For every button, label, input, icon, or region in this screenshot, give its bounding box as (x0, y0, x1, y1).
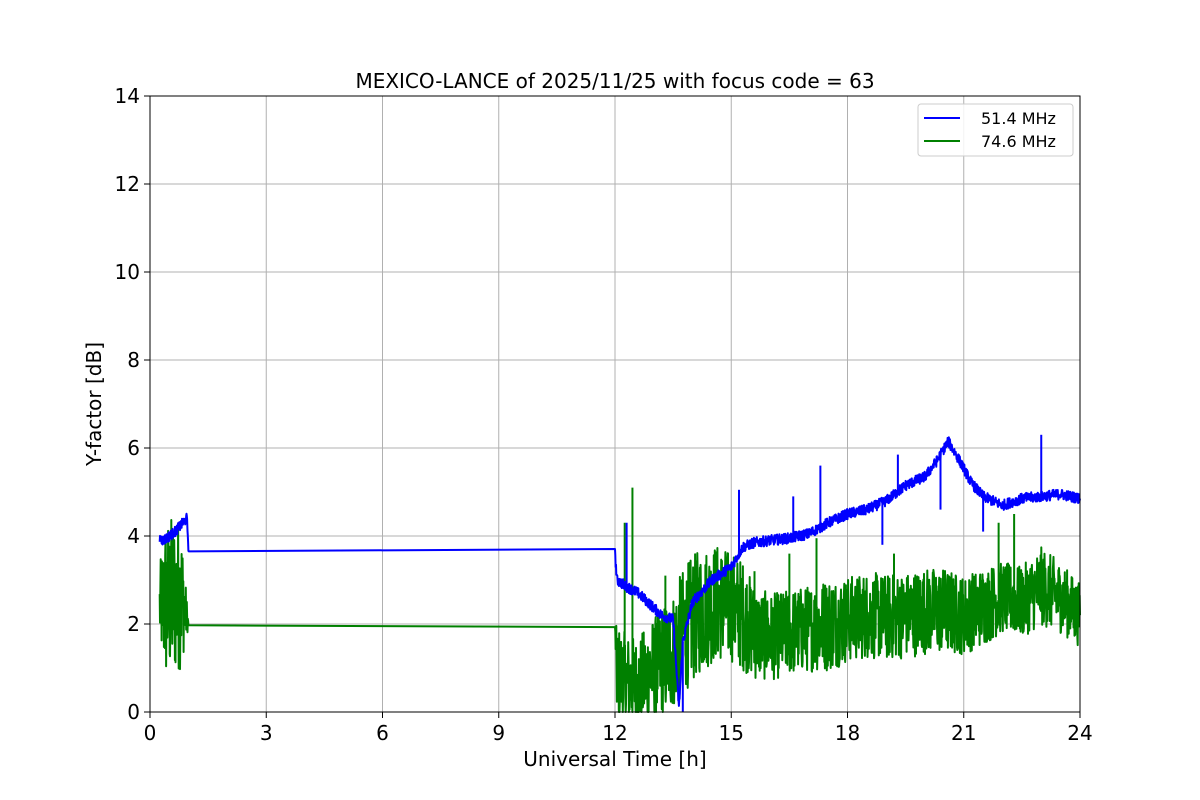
y-axis-label: Y-factor [dB] (82, 342, 106, 467)
line-74mhz (158, 519, 1081, 713)
x-axis-label: Universal Time [h] (523, 747, 706, 771)
x-tick-label: 18 (835, 721, 860, 745)
legend-label-51mhz: 51.4 MHz (981, 109, 1056, 128)
line-51mhz (158, 436, 1081, 707)
legend-label-74mhz: 74.6 MHz (981, 132, 1056, 151)
y-tick-label: 10 (115, 260, 140, 284)
series-74mhz (158, 487, 1081, 713)
x-axis-ticks: 0 3 6 9 12 15 18 21 24 (144, 712, 1093, 745)
x-tick-label: 9 (492, 721, 505, 745)
y-tick-label: 6 (127, 436, 140, 460)
y-tick-label: 12 (115, 172, 140, 196)
x-tick-label: 12 (602, 721, 627, 745)
y-axis-ticks: 0 2 4 6 8 10 12 14 (115, 84, 150, 724)
y-tick-label: 0 (127, 700, 140, 724)
x-tick-label: 21 (951, 721, 976, 745)
y-tick-label: 8 (127, 348, 140, 372)
x-tick-label: 6 (376, 721, 389, 745)
legend: 51.4 MHz 74.6 MHz (917, 103, 1074, 157)
chart-title: MEXICO-LANCE of 2025/11/25 with focus co… (355, 69, 874, 93)
y-tick-label: 2 (127, 612, 140, 636)
x-tick-label: 24 (1067, 721, 1092, 745)
y-tick-label: 4 (127, 524, 140, 548)
series-layer (158, 434, 1081, 713)
x-tick-label: 0 (144, 721, 157, 745)
y-tick-label: 14 (115, 84, 140, 108)
x-tick-label: 3 (260, 721, 273, 745)
x-tick-label: 15 (719, 721, 744, 745)
series-51mhz (158, 434, 1081, 712)
